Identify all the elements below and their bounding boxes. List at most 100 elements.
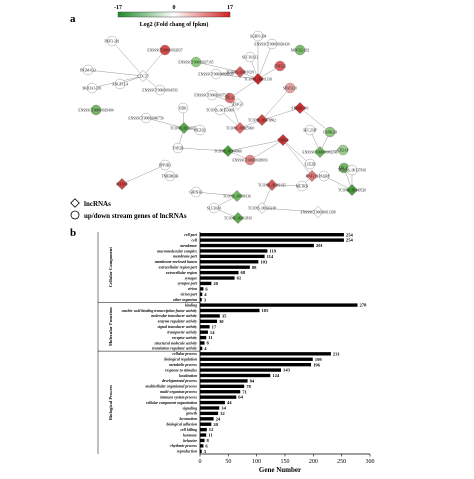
category-label: synapse part: [176, 282, 197, 286]
panel-b-label: b: [70, 227, 76, 239]
network-node-label: ENSSSCT00000029404: [78, 109, 113, 113]
category-label: structural molecule activity: [153, 341, 197, 345]
network-node-label: TCONS_00011130: [244, 78, 272, 82]
gene-node-marker: [159, 44, 171, 56]
gene-node-marker: [86, 82, 98, 94]
bar: [200, 287, 204, 291]
network-node-label: MESP1: [116, 183, 127, 187]
lncrna-node-marker: [252, 73, 264, 85]
category-label: cell: [192, 238, 198, 242]
gene-node-marker: [244, 51, 256, 63]
network-node-label: CSNK2B: [323, 131, 337, 135]
bar: [200, 346, 203, 351]
bar-value-label: 231: [333, 351, 341, 356]
category-label: virion part: [180, 293, 198, 297]
network-node: ENSSSCT00000037165: [178, 56, 214, 68]
lncrna-node-marker: [137, 70, 149, 82]
network-node: TCONS_00149520: [338, 184, 366, 196]
panel-a-label: a: [70, 13, 76, 25]
bar-value-label: 30: [219, 319, 224, 324]
category-label: immune system process: [160, 395, 197, 399]
gene-node-marker: [266, 38, 278, 50]
network-edge: [299, 107, 331, 133]
network-node: TCONS_00129757: [170, 122, 198, 134]
network-edge: [282, 139, 311, 165]
lncrna-node-marker: [306, 170, 318, 182]
bar-value-label: 201: [316, 243, 324, 248]
bar: [200, 379, 248, 383]
panel-b: b Cellular Component Molecular Function Bi…: [70, 227, 375, 474]
network-node-label: ENSSSCT00000020430: [254, 43, 289, 47]
bar: [200, 308, 260, 313]
category-label: signal transducer activity: [157, 325, 198, 329]
bar-value-label: 3: [204, 449, 207, 454]
network-node: ENSSSCT00000011398: [300, 206, 336, 218]
network-node-label: PIGS: [226, 97, 234, 101]
gene-node-marker: [190, 186, 202, 198]
legend-circle-marker: [70, 210, 80, 220]
network-edge: [142, 49, 166, 77]
network-node-label: TCONS_00129757: [170, 127, 198, 131]
network-edge: [111, 40, 144, 77]
network-node: SPATA20: [283, 82, 297, 94]
network-node-label: ENSSSCT00000028093: [232, 159, 267, 163]
network-node-label: ENSSSCT00000032837: [147, 49, 182, 53]
category-label: transporter activity: [167, 330, 197, 334]
x-tick-label: 0: [199, 459, 202, 465]
gene-node-marker: [346, 164, 358, 176]
network-node: ENSSSCT00000037545: [194, 89, 230, 101]
network-node-label: ENSSSCT00000003246: [302, 151, 337, 155]
lncrna-node-marker: [256, 114, 268, 126]
bar-value-label: 143: [283, 368, 291, 373]
network-node: TOP2B: [172, 142, 184, 154]
bar-value-label: 4: [204, 292, 207, 297]
gene-node-marker: [159, 159, 171, 171]
network-node: TCONS_00144906: [214, 145, 242, 157]
bar-value-label: 8: [207, 341, 210, 346]
category-label: cell killing: [180, 428, 197, 432]
network-node: ENSSSCT00000040756: [128, 112, 164, 124]
network-node: ENSSSCT00000032837: [147, 44, 183, 56]
network-node: TCONS_00181025: [258, 179, 286, 191]
network-edge: [249, 139, 284, 161]
network-node: TCONS_00025960: [226, 122, 254, 134]
bar-value-label: 64: [238, 395, 243, 400]
network-node: SLC16A13: [242, 51, 258, 63]
bar: [200, 449, 202, 453]
group-label: Cellular Component: [108, 247, 113, 288]
bar: [200, 303, 358, 307]
network-node-label: TCONS_00011029: [226, 71, 254, 75]
category-label: multicellular organismal process: [146, 385, 198, 389]
network-node-label: PKP3-201: [105, 40, 120, 44]
lncrna-node-marker: [314, 146, 326, 158]
bar: [200, 249, 268, 253]
panel-a: a -17 0 17 Log2 (Fold chang of fpkm) AGR…: [70, 5, 366, 224]
network-edge: [229, 97, 241, 129]
network-node: ENSSSCT00000003246: [302, 146, 338, 158]
bar-value-label: 71: [242, 389, 247, 394]
network-node: TCONS_00137816: [338, 164, 366, 176]
network-node: SEC23IP: [303, 124, 317, 136]
bar-value-label: 88: [252, 265, 257, 270]
bar: [200, 298, 202, 302]
network-node: PPP3R1: [159, 159, 171, 171]
bar: [200, 422, 212, 426]
bar-value-label: 103: [260, 259, 268, 264]
x-tick-label: 200: [309, 459, 318, 465]
network-edge: [323, 175, 353, 191]
category-label: biological regulation: [164, 358, 197, 362]
network-node-label: BDK: [179, 107, 187, 111]
category-label: membrane: [180, 244, 197, 248]
network-node-label: ANGPTL4: [112, 83, 128, 87]
gene-node-marker: [172, 142, 184, 154]
network-node-label: TCONS_00078802: [248, 119, 276, 123]
network-node-label: ENSSSCT00000037165: [178, 61, 213, 65]
category-label: macromolecular complex: [157, 249, 197, 253]
bar: [200, 373, 271, 378]
bar-value-label: 6: [205, 443, 208, 448]
bar-value-label: 32: [220, 411, 225, 416]
bar-value-label: 20: [213, 281, 218, 286]
lncrna-node-marker: [256, 202, 268, 214]
network-node: MOCS2-202: [291, 44, 309, 56]
network-edge: [282, 139, 313, 177]
